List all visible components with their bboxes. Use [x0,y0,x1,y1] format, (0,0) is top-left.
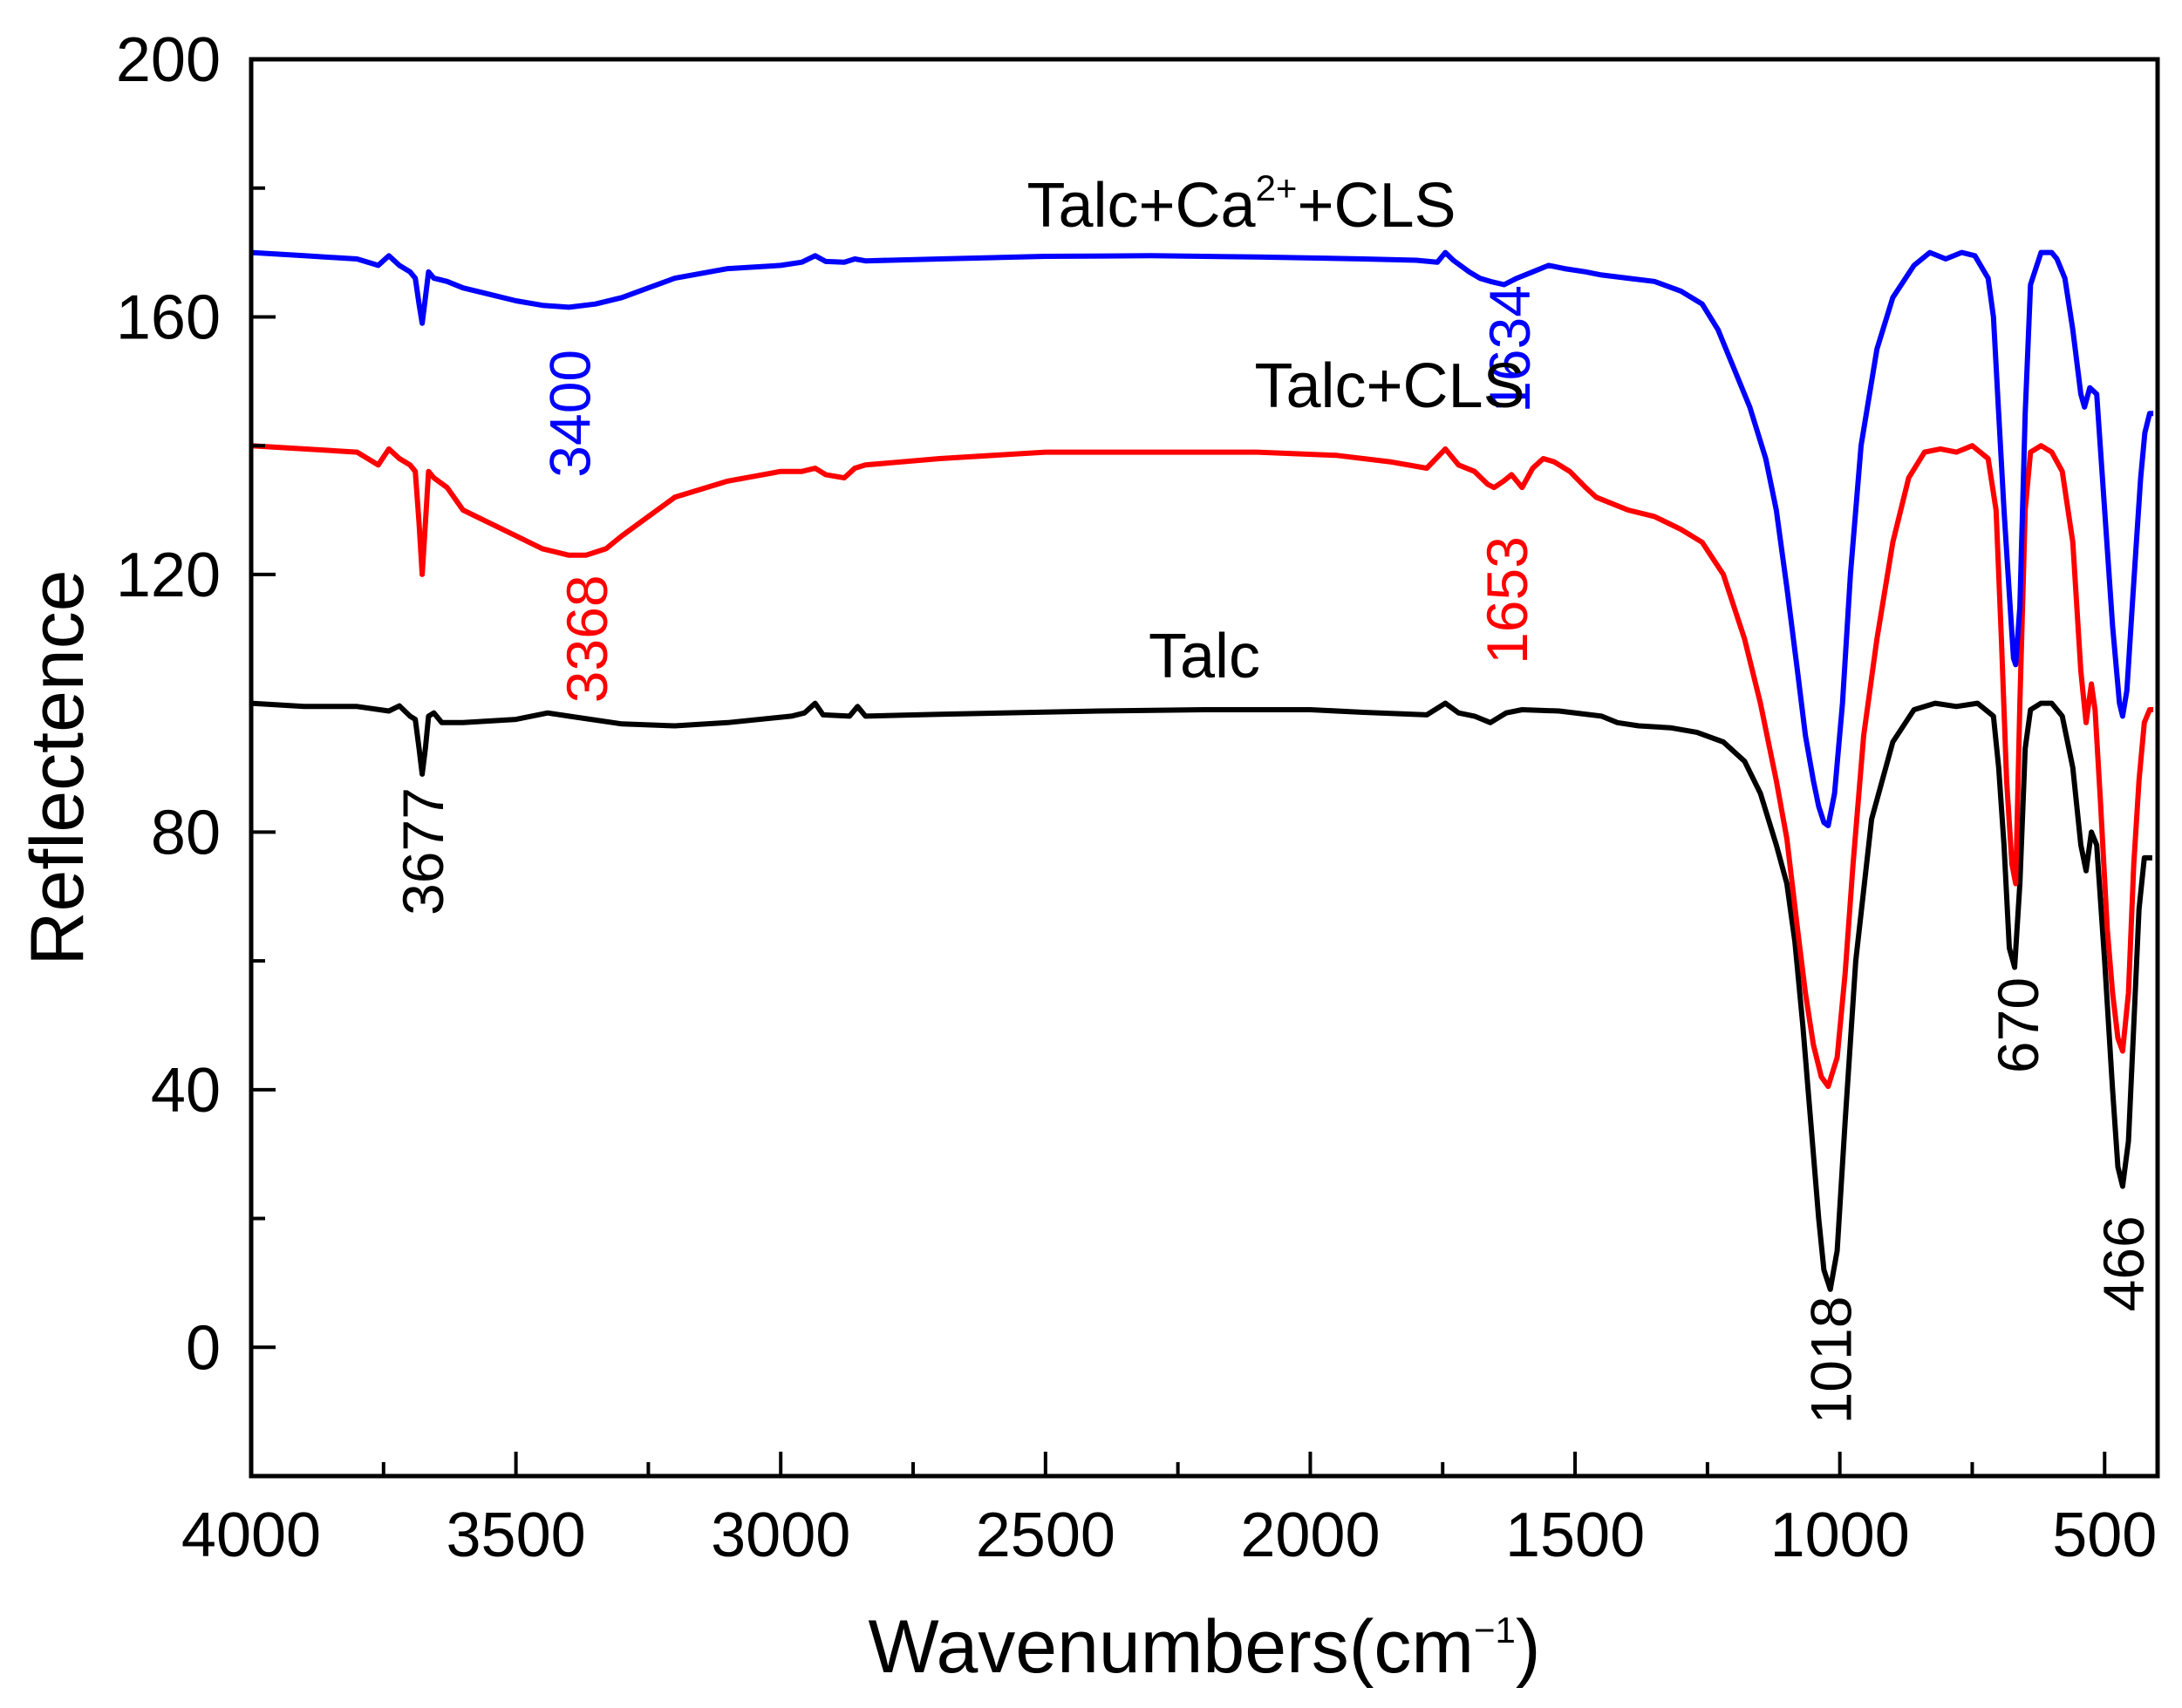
peak-label: 3400 [537,350,602,478]
x-tick-label: 500 [2052,1500,2157,1570]
series-label-0: Talc [1149,622,1260,691]
y-axis-title: Reflectence [16,569,99,965]
series-line-1 [250,443,2154,1090]
x-axis-title-main: Wavenumbers(cm [868,1605,1474,1689]
y-tick-label: 120 [116,541,221,610]
series-line-0 [250,700,2152,1292]
y-tick-label: 200 [116,25,221,95]
y-tick-label: 160 [116,282,221,352]
x-axis-title-close: ) [1516,1605,1541,1689]
x-tick-label: 1500 [1505,1500,1645,1570]
axis-ticks [249,58,2107,1478]
x-tick-label: 1000 [1770,1500,1910,1570]
peak-label: 670 [1986,977,2050,1073]
y-tick-label: 0 [186,1313,221,1383]
peak-label: 1653 [1475,536,1539,664]
series-label-2: Talc+Ca2++CLS [1026,167,1456,241]
series-layer [250,249,2154,1292]
y-tick-label: 40 [151,1056,221,1126]
series-labels: Talc Talc+CLS Talc+Ca2++CLS [1026,167,1524,691]
y-tick-label: 80 [151,798,221,868]
series-label-1: Talc+CLS [1254,351,1524,421]
peak-label: 3677 [391,787,455,915]
peak-label: 3368 [555,575,619,703]
x-tick-label: 4000 [181,1500,321,1570]
x-tick-label: 3500 [447,1500,586,1570]
peak-label: 466 [2091,1215,2156,1311]
peak-label: 1018 [1799,1296,1864,1425]
x-axis-title-sup: −1 [1474,1609,1516,1650]
tick-labels: 4000 3500 3000 2500 2000 1500 1000 500 0 40 80 120 1… [116,25,2157,1570]
series-line-2 [250,249,2154,828]
x-tick-label: 2500 [976,1500,1115,1570]
x-tick-label: 3000 [711,1500,850,1570]
peak-annotations: 3677 3400 3368 1634 1653 1018 670 466 [391,285,2156,1424]
plot-frame [249,57,2160,1479]
x-axis-title: Wavenumbers(cm−1) [868,1605,1540,1689]
peak-label: 1634 [1477,285,1542,413]
x-tick-label: 2000 [1240,1500,1380,1570]
